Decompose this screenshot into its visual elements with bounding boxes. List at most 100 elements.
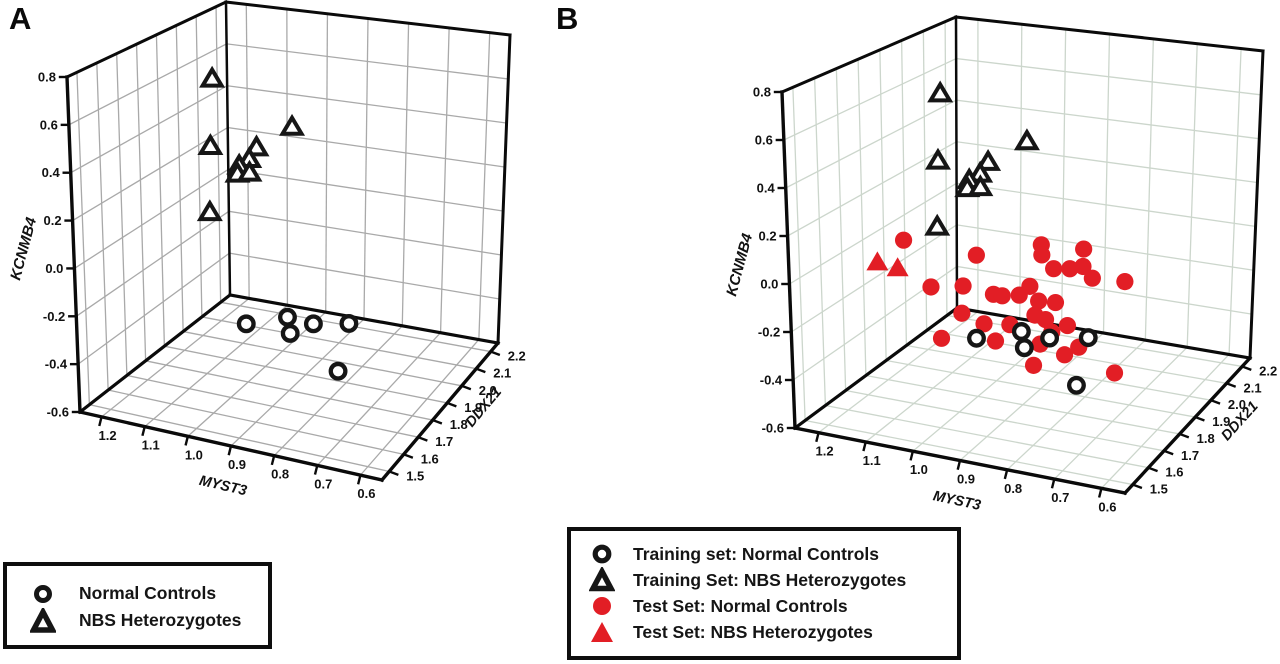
- z-tick-label: 0.0: [760, 277, 778, 292]
- line: [73, 168, 230, 270]
- line: [1131, 483, 1143, 490]
- z-tick-label: 0.6: [755, 133, 773, 148]
- line: [182, 330, 463, 387]
- line: [879, 49, 887, 362]
- y-tick-label: 2.0: [1228, 397, 1246, 412]
- series-open-triangle: [196, 65, 306, 222]
- line: [67, 42, 228, 126]
- panel-A-plot: 0.8 0.6 0.4 0.2 0.0 -0.2 -0.4 -0.6 1.2 1.1 1.0 0.9 0…: [7, 0, 526, 502]
- line: [1240, 364, 1252, 371]
- data-point: [1014, 338, 1034, 358]
- y-tick-label: 1.5: [406, 468, 424, 483]
- x-tick-label: 0.7: [314, 476, 332, 491]
- line: [1102, 33, 1111, 334]
- open-circle-icon: [34, 584, 52, 603]
- z-tick-label: 0.6: [40, 117, 58, 132]
- z-axis-title: KCNMB4: [7, 215, 40, 282]
- line: [163, 345, 449, 404]
- line: [226, 126, 506, 168]
- line: [1248, 49, 1265, 360]
- legend-item-label: Training Set: NBS Heterozygotes: [633, 569, 907, 590]
- line: [1053, 346, 1189, 480]
- line: [954, 15, 1265, 53]
- line: [230, 318, 365, 447]
- x-tick-label: 0.9: [228, 457, 246, 472]
- grid: [782, 18, 1262, 490]
- line: [227, 444, 233, 456]
- z-tick-label: 0.8: [753, 85, 771, 100]
- line: [1186, 43, 1198, 348]
- line: [195, 15, 203, 318]
- line: [496, 33, 512, 345]
- line: [135, 43, 147, 362]
- x-tick-label: 0.6: [1098, 499, 1116, 514]
- line: [439, 27, 450, 334]
- data-point: [953, 304, 971, 322]
- x-tick-label: 0.8: [271, 467, 289, 482]
- line: [792, 305, 960, 431]
- data-point: [1075, 240, 1093, 258]
- line: [144, 360, 434, 421]
- z-axis-title: KCNMB4: [723, 231, 756, 298]
- data-point: [927, 80, 954, 103]
- marker-cell: [571, 619, 633, 645]
- line: [1144, 38, 1155, 341]
- line: [478, 31, 491, 341]
- line: [955, 182, 1257, 228]
- data-point: [886, 257, 909, 277]
- x-tick-label: 1.2: [99, 428, 117, 443]
- line: [1019, 23, 1023, 320]
- z-tick-label: 0.2: [758, 229, 776, 244]
- z-tick-label: 0.4: [42, 165, 61, 180]
- line: [1162, 449, 1174, 456]
- line: [1209, 398, 1221, 405]
- series-open-triangle: [924, 80, 1040, 236]
- data-point: [1105, 364, 1124, 382]
- line: [1178, 432, 1190, 439]
- line: [1050, 477, 1056, 489]
- line: [792, 86, 806, 422]
- line: [857, 58, 867, 377]
- line: [155, 34, 166, 347]
- data-point: [339, 314, 359, 333]
- data-point: [1083, 269, 1101, 287]
- line: [379, 340, 501, 483]
- data-point: [993, 287, 1011, 305]
- data-point: [1046, 293, 1065, 312]
- legend-item: Normal Controls: [7, 580, 268, 607]
- y-tick-label: 1.7: [435, 434, 453, 449]
- x-axis-title: MYST3: [932, 488, 983, 514]
- line: [460, 384, 472, 391]
- line: [1097, 486, 1103, 498]
- line: [141, 425, 147, 437]
- line: [955, 57, 1262, 96]
- legend-item: NBS Heterozygotes: [7, 607, 268, 634]
- data-point: [975, 148, 1002, 171]
- line: [474, 367, 486, 374]
- legend-panel-b: Training set: Normal Controls Training S…: [567, 527, 961, 660]
- z-tick-label: -0.2: [758, 325, 780, 340]
- data-point: [967, 246, 985, 264]
- x-tick-label: 0.7: [1051, 490, 1069, 505]
- line: [69, 84, 229, 174]
- line: [175, 24, 184, 333]
- filled-circle-icon: [593, 597, 611, 615]
- data-point: [967, 174, 994, 197]
- y-tick-label: 2.2: [508, 349, 526, 364]
- y-tick-label: 1.6: [1165, 465, 1183, 480]
- y-tick-label: 1.8: [450, 417, 468, 432]
- y-tick-label: 1.5: [1150, 482, 1168, 497]
- data-point: [243, 134, 270, 157]
- line: [1225, 381, 1237, 388]
- line: [489, 350, 501, 357]
- line: [224, 0, 232, 297]
- data-point: [924, 147, 951, 170]
- line: [116, 52, 128, 377]
- line: [224, 0, 512, 37]
- line: [126, 374, 420, 438]
- data-point: [279, 113, 306, 136]
- marker-cell: [571, 593, 633, 619]
- x-tick-label: 1.0: [910, 462, 928, 477]
- y-tick-label: 1.9: [1212, 414, 1230, 429]
- ticks: 0.8 0.6 0.4 0.2 0.0 -0.2 -0.4 -0.6 1.2 1.1 1.0 0.9 0…: [38, 70, 526, 502]
